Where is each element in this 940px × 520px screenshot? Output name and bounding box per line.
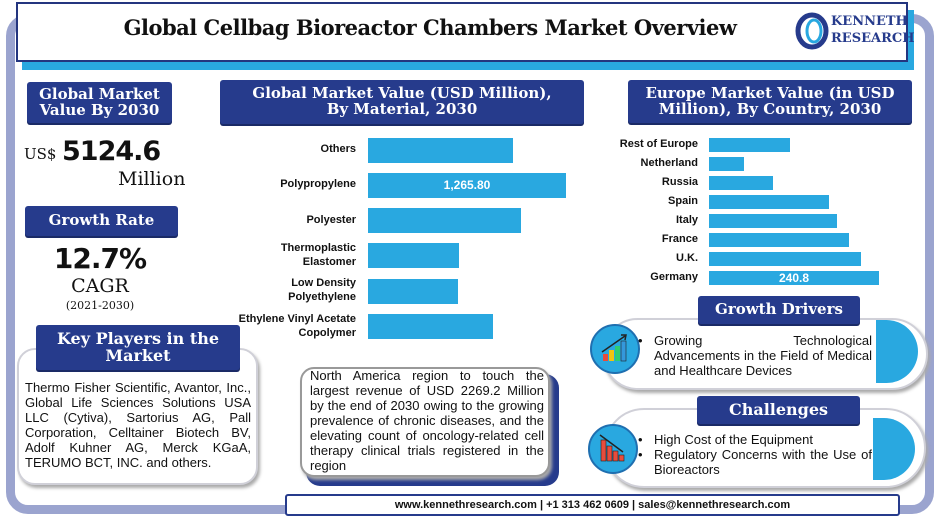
challenges-list: High Cost of the Equipment Regulatory Co… xyxy=(636,432,872,477)
bar xyxy=(709,252,861,266)
title-box xyxy=(16,2,908,62)
market-value: 5124.6 xyxy=(62,136,161,167)
material-chart: Others Polypropylene 1,265.80 Polyester Ther… xyxy=(230,135,590,345)
bar-label: Polyester xyxy=(306,213,356,226)
bar-label: Spain xyxy=(668,195,698,208)
europe-chart-title: Europe Market Value (in USD Million), By… xyxy=(628,80,912,123)
growth-drivers-heading: Growth Drivers xyxy=(698,296,860,324)
currency-label: US$ xyxy=(24,145,57,163)
rising-bar-chart-icon xyxy=(590,324,640,374)
footer-contact: www.kennethresearch.com | +1 313 462 060… xyxy=(285,494,900,516)
bar xyxy=(709,157,745,171)
market-value-unit: Million xyxy=(118,168,186,190)
key-players-box xyxy=(17,348,258,485)
bar xyxy=(368,278,458,304)
bar xyxy=(368,208,521,234)
challenge-item: Regulatory Concerns with the Use of Bior… xyxy=(636,447,872,477)
key-players-heading: Key Players in the Market xyxy=(36,325,240,370)
growth-driver-item: Growing Technological Advancements in th… xyxy=(636,333,872,378)
bar-label: Polypropylene xyxy=(280,178,356,191)
bar xyxy=(709,176,774,190)
key-players-text: Thermo Fisher Scientific, Avantor, Inc.,… xyxy=(25,380,251,470)
bar xyxy=(368,137,513,163)
data-label: 1,265.80 xyxy=(443,178,491,193)
falling-bar-chart-icon xyxy=(588,424,638,474)
cagr-period: (2021-2030) xyxy=(65,299,135,312)
bar xyxy=(709,214,837,228)
bar xyxy=(709,233,849,247)
bar-label: U.K. xyxy=(676,252,698,265)
cagr-value: 12.7% xyxy=(53,242,147,275)
bar-label: Rest of Europe xyxy=(619,138,698,151)
logo-swirl-icon xyxy=(795,12,829,50)
bar xyxy=(368,243,460,269)
bar-label: Others xyxy=(320,143,356,156)
bar-label: France xyxy=(661,233,698,246)
bar-label: Thermoplastic Elastomer xyxy=(280,242,356,268)
north-america-box xyxy=(300,367,550,477)
bar-label: Italy xyxy=(675,214,698,227)
europe-chart: Rest of Europe Netherland Russia Spain Italy… xyxy=(600,136,900,291)
bar-label: Germany xyxy=(650,271,698,284)
data-label: 240.8 xyxy=(778,271,810,285)
bar: 240.8 xyxy=(709,271,879,285)
bar-label: Netherland xyxy=(640,157,698,170)
market-value-heading: Global Market Value By 2030 xyxy=(27,82,172,123)
logo-line2: RESEARCH xyxy=(831,31,915,46)
growth-rate-heading: Growth Rate xyxy=(25,206,178,236)
kenneth-research-logo: KENNETH RESEARCH xyxy=(795,12,915,52)
north-america-text: North America region to touch the larges… xyxy=(310,368,544,473)
bar-label: Ethylene Vinyl Acetate Copolymer xyxy=(238,312,356,339)
cagr-label: CAGR xyxy=(71,275,129,297)
bar xyxy=(709,138,791,152)
logo-line1: KENNETH xyxy=(831,14,908,29)
bar-label: Russia xyxy=(661,176,698,189)
challenge-item: High Cost of the Equipment xyxy=(636,432,872,447)
material-chart-title: Global Market Value (USD Million), By Ma… xyxy=(220,80,584,124)
challenges-heading: Challenges xyxy=(697,396,860,424)
bar-label: Low Density Polyethylene xyxy=(288,277,356,304)
bar xyxy=(368,314,493,339)
page-title: Global Cellbag Bioreactor Chambers Marke… xyxy=(123,15,737,40)
bar: 1,265.80 xyxy=(368,172,566,198)
bar xyxy=(709,195,830,209)
growth-drivers-list: Growing Technological Advancements in th… xyxy=(636,333,872,378)
